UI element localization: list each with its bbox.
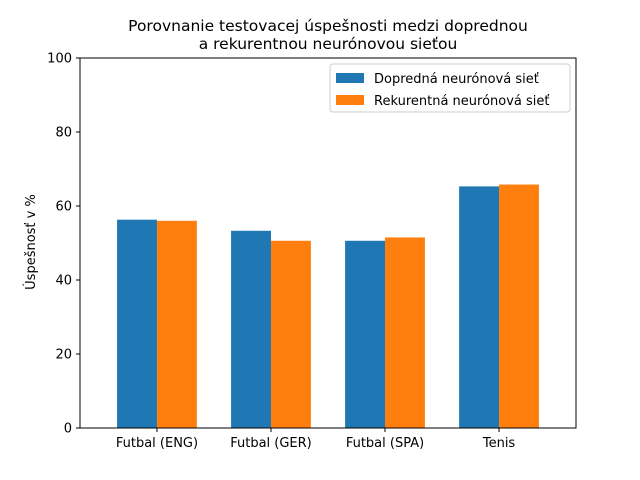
x-tick-label-3: Tenis bbox=[482, 436, 516, 451]
bar-series-2-4 bbox=[499, 184, 539, 428]
x-tick-label-0: Futbal (ENG) bbox=[116, 436, 198, 451]
bar-series-1-1 bbox=[117, 219, 157, 428]
bar-series-1-4 bbox=[459, 186, 500, 428]
y-tick-label-0: 0 bbox=[64, 422, 72, 437]
legend-swatch-1 bbox=[336, 73, 364, 83]
y-tick-label-4: 80 bbox=[55, 126, 72, 141]
x-axis-ticks: Futbal (ENG) Futbal (GER) Futbal (SPA) Teni… bbox=[116, 428, 516, 451]
y-axis-label: Úspešnosť v % bbox=[23, 194, 39, 290]
bar-series-2-1 bbox=[156, 220, 197, 428]
legend: Dopredná neurónová sieť Rekurentná neurón… bbox=[329, 63, 571, 113]
legend-box bbox=[329, 63, 571, 113]
chart-title-line-1: Porovnanie testovacej úspešnosti medzi d… bbox=[128, 17, 528, 35]
bar-series-2-3 bbox=[385, 237, 425, 428]
bar-series-2-2 bbox=[270, 240, 311, 428]
chart-title-line-2: a rekurentnou neurónovou sieťou bbox=[199, 35, 458, 53]
y-tick-label-5: 100 bbox=[47, 52, 72, 67]
y-axis-ticks: 0 20 40 60 80 100 bbox=[47, 52, 80, 437]
x-tick-label-1: Futbal (GER) bbox=[230, 436, 312, 451]
x-tick-label-2: Futbal (SPA) bbox=[346, 436, 424, 451]
bar-series-1-3 bbox=[345, 240, 386, 428]
y-tick-label-2: 40 bbox=[55, 274, 72, 289]
legend-label-2: Rekurentná neurónová sieť bbox=[374, 94, 550, 109]
bar-series-1-2 bbox=[231, 230, 271, 428]
y-tick-label-1: 20 bbox=[55, 348, 72, 363]
plot-frame bbox=[79, 57, 577, 429]
chart-title: Porovnanie testovacej úspešnosti medzi d… bbox=[128, 17, 528, 53]
bars-layer bbox=[117, 184, 539, 428]
legend-swatch-2 bbox=[336, 95, 364, 105]
legend-label-1: Dopredná neurónová sieť bbox=[374, 72, 539, 87]
y-tick-label-3: 60 bbox=[55, 200, 72, 215]
